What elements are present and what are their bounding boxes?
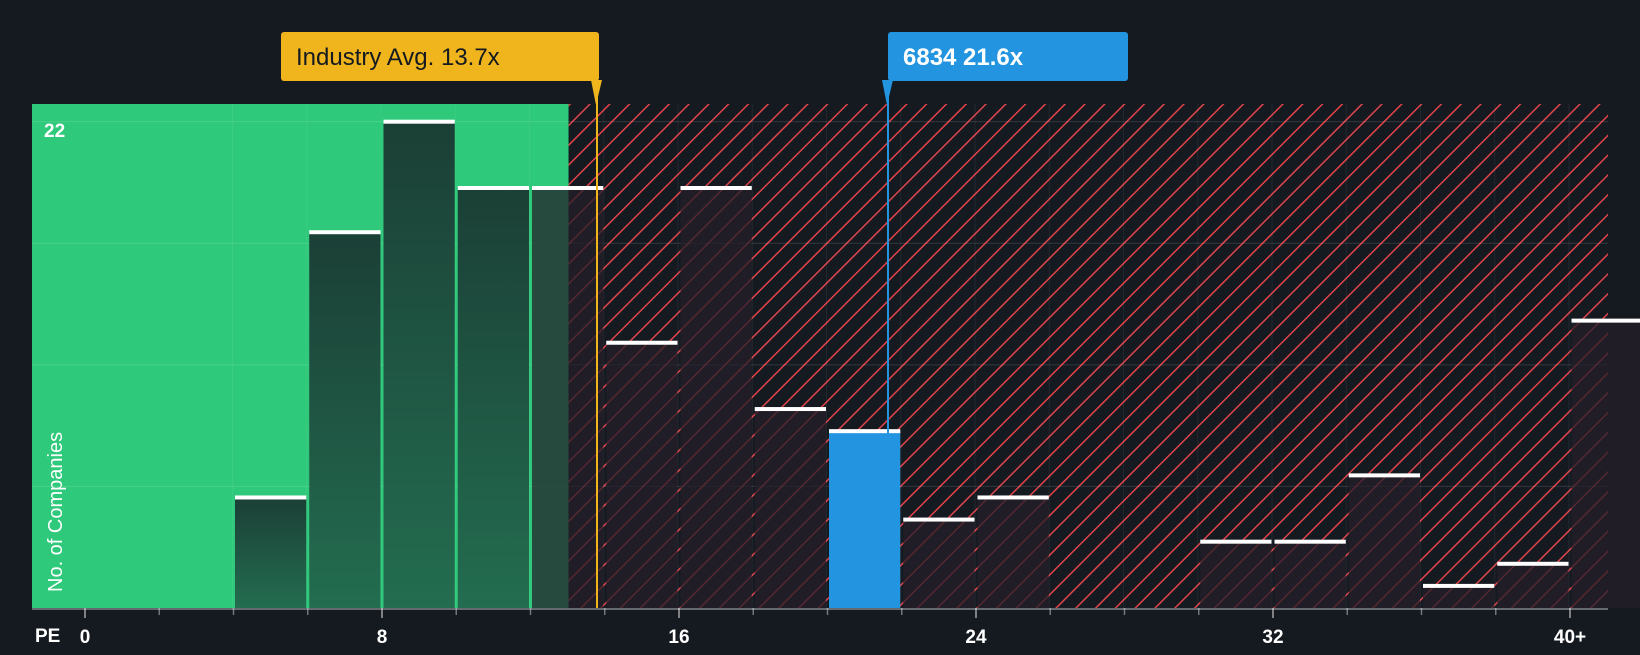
bar-cap — [1275, 540, 1346, 544]
bar — [606, 343, 677, 608]
bar-cap — [903, 518, 974, 522]
x-tick-label: 8 — [377, 627, 388, 648]
bar — [681, 188, 752, 608]
x-axis: 0 8 16 24 32 40+ — [32, 608, 1608, 648]
industry-avg-pointer — [591, 80, 602, 105]
bar — [755, 409, 826, 608]
bar-cap — [606, 341, 677, 345]
bar — [235, 497, 306, 608]
bar — [1497, 564, 1568, 608]
company-pe-label: 6834 21.6x — [903, 44, 1024, 71]
bar-cap — [235, 495, 306, 499]
bar — [1200, 542, 1271, 608]
bar-cap — [1497, 562, 1568, 566]
company-pe-pointer — [882, 80, 893, 105]
bar-cap — [1423, 584, 1494, 588]
x-tick-label: 16 — [668, 627, 689, 648]
bar — [903, 520, 974, 608]
bar-cap — [309, 230, 380, 234]
bar — [458, 188, 529, 608]
x-tick-label: 32 — [1262, 627, 1283, 648]
x-tick-label: 0 — [80, 627, 91, 648]
bar-cap — [978, 495, 1049, 499]
bar — [384, 122, 455, 608]
bar-cap — [458, 186, 529, 190]
x-tick-label: 40+ — [1554, 627, 1586, 648]
bar-cap — [755, 407, 826, 411]
bar — [1572, 321, 1640, 608]
bar — [978, 497, 1049, 608]
bar-cap — [384, 120, 455, 124]
bar — [1349, 475, 1420, 608]
industry-avg-label: Industry Avg. 13.7x — [296, 44, 500, 71]
y-axis-title: No. of Companies — [45, 432, 67, 592]
y-max-tick-label: 22 — [44, 121, 65, 142]
bar — [532, 188, 603, 608]
bar-cap — [532, 186, 603, 190]
x-tick-label: 24 — [965, 627, 987, 648]
x-axis-title: PE — [35, 626, 60, 647]
bar — [1423, 586, 1494, 608]
bar-highlight — [829, 431, 900, 608]
bar — [1275, 542, 1346, 608]
bar-cap — [681, 186, 752, 190]
bar — [309, 232, 380, 608]
bar-cap — [1572, 319, 1640, 323]
bar-cap — [829, 429, 900, 433]
bar-cap — [1349, 473, 1420, 477]
bar-cap — [1200, 540, 1271, 544]
